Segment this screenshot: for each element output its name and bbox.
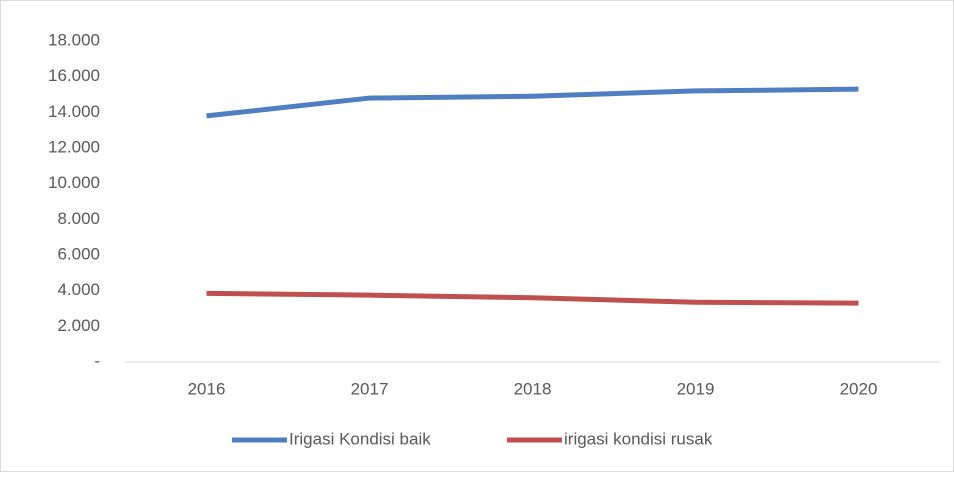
y-tick-label: 18.000	[48, 30, 100, 49]
line-series	[206, 86, 859, 119]
x-tick-label: 2019	[677, 379, 715, 398]
y-tick-label: 8.000	[57, 209, 100, 228]
y-tick-label: 2.000	[57, 316, 100, 335]
legend-label: Irigasi Kondisi baik	[289, 429, 431, 448]
x-tick-label: 2018	[514, 379, 552, 398]
y-tick-label: 4.000	[57, 280, 100, 299]
y-tick-label: 6.000	[57, 244, 100, 263]
legend-label: irigasi kondisi rusak	[564, 429, 713, 448]
x-tick-label: 2017	[351, 379, 389, 398]
x-tick-label: 2016	[188, 379, 226, 398]
y-tick-label: 14.000	[48, 102, 100, 121]
y-tick-label: -	[94, 351, 100, 370]
y-tick-label: 10.000	[48, 173, 100, 192]
x-tick-label: 2020	[840, 379, 878, 398]
line-series	[206, 290, 859, 306]
y-tick-label: 12.000	[48, 137, 100, 156]
y-tick-label: 16.000	[48, 66, 100, 85]
